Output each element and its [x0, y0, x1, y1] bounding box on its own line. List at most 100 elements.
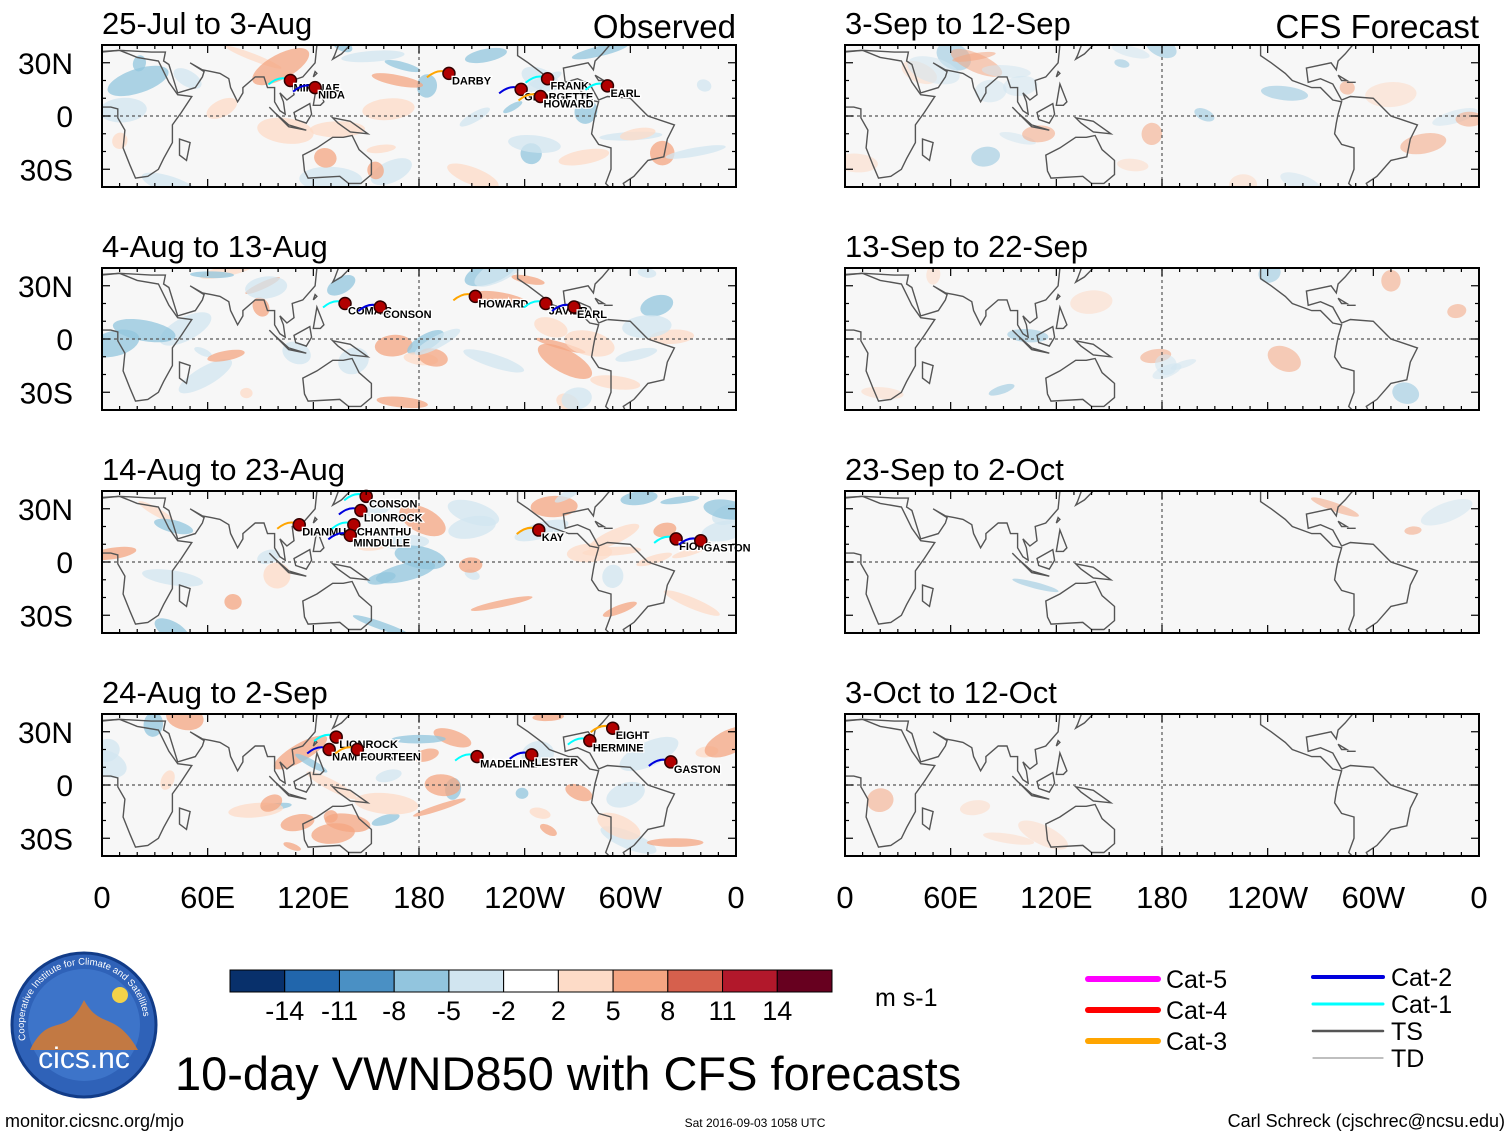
coastline — [1036, 771, 1056, 793]
storm-label: LIONROCK — [364, 513, 423, 525]
panel-period-title: 13-Sep to 22-Sep — [845, 229, 1088, 264]
anomaly-blob — [374, 334, 413, 357]
anomaly-blob — [508, 134, 561, 153]
panel-period-title: 25-Jul to 3-Aug — [102, 6, 312, 41]
anomaly-blob — [590, 375, 641, 390]
anomaly-blob — [138, 501, 174, 523]
coastline — [312, 527, 325, 553]
storm-label: MINDULLE — [353, 537, 410, 549]
anomaly-blob — [622, 315, 672, 338]
anomaly-blob — [362, 98, 415, 121]
anomaly-blob — [974, 79, 1007, 103]
anomaly-blob — [701, 520, 736, 542]
continents — [845, 714, 1419, 856]
coastline — [1259, 268, 1419, 410]
storm-label: CONSON — [369, 498, 417, 510]
x-tick-label: 180 — [393, 880, 445, 915]
coastline — [1073, 339, 1114, 358]
legend-label: Cat-4 — [1166, 997, 1227, 1025]
colorbar-level-label: 5 — [606, 996, 621, 1026]
colorbar-level-label: -14 — [265, 996, 304, 1026]
anomaly-blob — [1141, 122, 1163, 146]
coastline — [312, 293, 318, 301]
anomaly-blob — [696, 79, 712, 92]
main-title: 10-day VWND850 with CFS forecasts — [175, 1047, 961, 1100]
coastline — [330, 785, 371, 804]
anomaly-blob — [341, 50, 405, 63]
coastline — [268, 552, 307, 577]
legend-label: TS — [1391, 1018, 1423, 1046]
coastline — [302, 803, 373, 854]
anomaly-blob — [619, 736, 679, 772]
storm-marker: GASTON — [678, 533, 752, 556]
colorbar: -14 -11 -8 -5 -2 2 5 8 11 14 — [229, 969, 833, 1026]
coastline — [1036, 325, 1056, 347]
anomaly-blob — [637, 268, 657, 278]
hurricane-icon — [308, 80, 322, 95]
coastline — [845, 495, 936, 625]
continents — [102, 491, 676, 633]
anomaly-blob — [1117, 158, 1149, 172]
anomaly-blob — [926, 268, 941, 285]
hurricane-icon — [532, 523, 546, 537]
hurricane-icon — [442, 66, 456, 81]
coastline — [302, 580, 373, 631]
anomaly-blob — [414, 328, 461, 355]
anomaly-blob — [971, 146, 1001, 167]
anomaly-blob — [619, 127, 656, 141]
anomaly-blob — [1145, 45, 1177, 59]
anomaly-blob — [529, 807, 551, 819]
anomaly-blob — [375, 769, 402, 783]
hurricane-icon — [468, 289, 483, 304]
anomaly-blob — [295, 753, 328, 773]
anomaly-blob — [1002, 75, 1038, 97]
coastline — [516, 491, 676, 633]
hurricane-icon — [350, 742, 365, 757]
storm-marker: NAMTHEUN — [306, 742, 396, 765]
y-tick-label: 30S — [20, 377, 73, 410]
colorbar-units: m s-1 — [875, 984, 938, 1012]
storm-marker: CHANTHU — [331, 517, 413, 540]
anomaly-blob — [981, 65, 1031, 78]
coastline — [921, 138, 934, 162]
hurricane-icon — [669, 532, 683, 546]
colorbar-swatch — [557, 969, 614, 993]
colorbar-level-label: 2 — [551, 996, 566, 1026]
coastline — [1073, 785, 1114, 804]
anomaly-blob — [1447, 303, 1467, 319]
footer-timestamp: Sat 2016-09-03 1058 UTC — [685, 1116, 826, 1130]
anomaly-blob — [102, 750, 127, 778]
panel-period-title: 23-Sep to 2-Oct — [845, 452, 1064, 487]
anomaly-blob — [280, 814, 315, 832]
storm-marker: DARBY — [426, 66, 493, 89]
anomaly-blob — [1365, 81, 1417, 108]
coastline — [1073, 45, 1094, 62]
anomaly-blob — [1339, 80, 1355, 95]
anomaly-blob — [376, 396, 428, 409]
anomaly-field — [866, 788, 1068, 850]
x-tick-label: 0 — [727, 880, 744, 915]
coastline — [845, 714, 1070, 785]
anomaly-blob — [1260, 85, 1309, 101]
coastline — [921, 361, 934, 385]
storm-legend-item: Cat-2 — [1311, 964, 1452, 992]
anomaly-blob — [166, 714, 204, 731]
anomaly-blob — [447, 499, 500, 527]
coastline — [293, 102, 313, 124]
anomaly-blob — [665, 145, 726, 159]
hurricane-icon — [600, 79, 615, 93]
coastline — [178, 807, 191, 831]
legend-label: Cat-5 — [1166, 966, 1227, 994]
colorbar-swatch — [503, 969, 559, 993]
anomaly-blob — [574, 98, 598, 124]
coastline — [594, 743, 607, 751]
anomaly-blob — [564, 330, 615, 357]
anomaly-blob — [1267, 345, 1301, 372]
anomaly-blob — [107, 65, 169, 97]
anomaly-blob — [240, 387, 253, 399]
anomaly-blob — [433, 728, 472, 748]
coastline — [1045, 580, 1116, 631]
hurricane-icon — [694, 533, 708, 548]
